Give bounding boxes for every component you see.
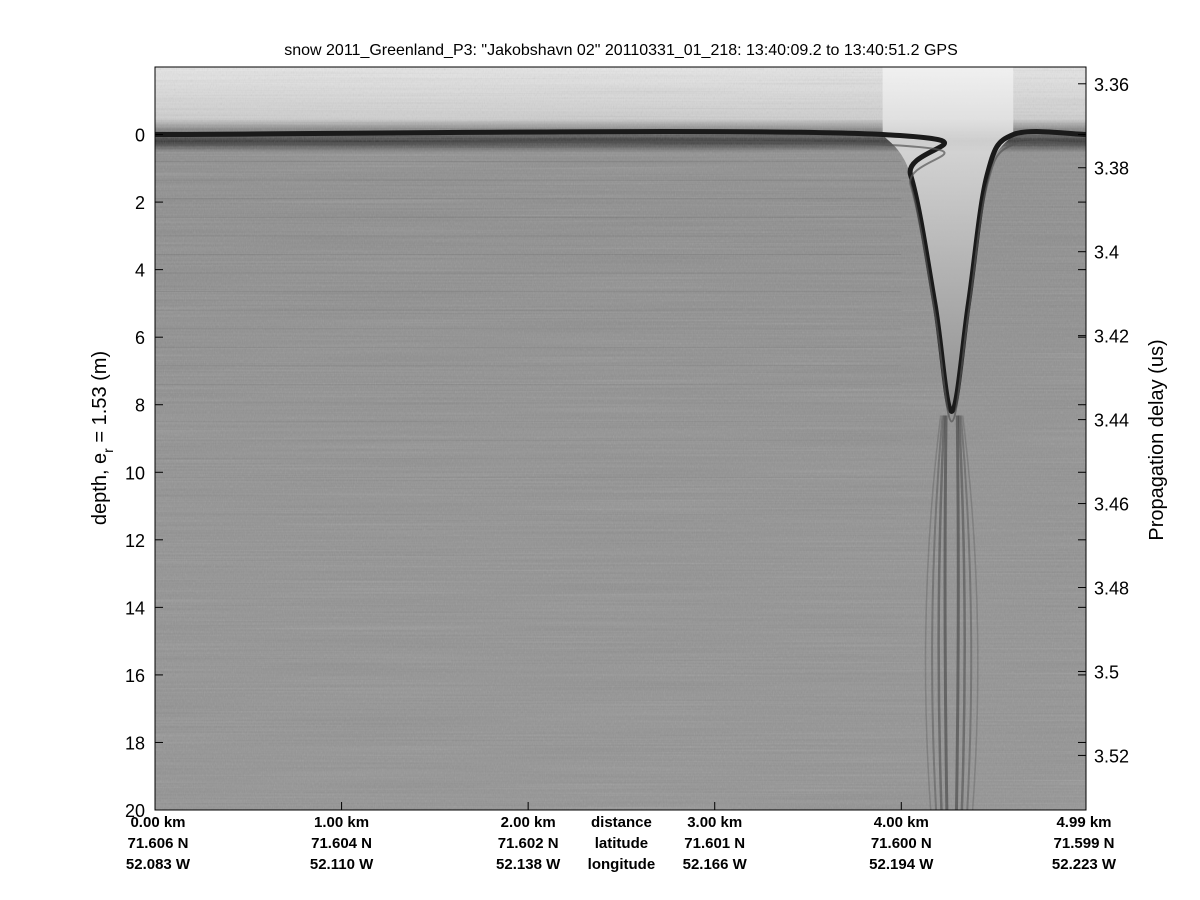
y2-tick-label: 3.4 (1094, 243, 1119, 263)
x-tick-label-longitude: 52.138 W (496, 856, 561, 873)
y2-tick-label: 3.36 (1094, 75, 1129, 95)
x-legend-longitude: longitude (588, 856, 656, 873)
x-tick-label-distance: 3.00 km (687, 814, 742, 831)
x-tick-label-latitude: 71.602 N (498, 835, 559, 852)
x-legend-distance: distance (591, 814, 652, 831)
plot-frame (154, 66, 1087, 811)
y-axis-right: 3.36 3.38 3.4 3.42 3.44 3.46 3.48 3.5 3.52 (1078, 75, 1129, 766)
x-tick-label-latitude: 71.600 N (871, 835, 932, 852)
x-tick-label-distance: 4.99 km (1056, 814, 1111, 831)
y2-tick-label: 3.46 (1094, 495, 1129, 515)
diffraction-hyperbola-right (954, 415, 960, 811)
y2-tick-label: 3.52 (1094, 746, 1129, 766)
y-tick-label: 6 (135, 328, 145, 348)
diffraction-hyperbola-left (924, 415, 942, 811)
y-axis-left: 0 2 4 6 8 10 12 14 16 18 20 (125, 126, 1086, 821)
x-tick-label-latitude: 71.599 N (1054, 835, 1115, 852)
y-tick-label: 18 (125, 733, 145, 753)
diffraction-hyperbola-left (943, 415, 949, 811)
x-tick-label-longitude: 52.083 W (126, 856, 191, 873)
diffraction-hyperbola-left (937, 415, 946, 811)
x-legend-latitude: latitude (595, 835, 648, 852)
crevasse-fill (882, 67, 1014, 412)
y2-tick-label: 3.44 (1094, 411, 1129, 431)
diffraction-hyperbola-right (957, 415, 966, 811)
surface-reflection-echo (154, 140, 1087, 423)
y2-tick-label: 3.5 (1094, 662, 1119, 682)
y-tick-label: 4 (135, 261, 145, 281)
y-tick-label: 14 (125, 598, 145, 618)
x-tick-label-distance: 1.00 km (314, 814, 369, 831)
y-axis-label-tail: = 1.53 (m) (89, 351, 111, 448)
y-tick-label: 10 (125, 463, 145, 483)
echogram-plot-area (154, 67, 1087, 811)
y-tick-label: 16 (125, 666, 145, 686)
y-tick-label: 2 (135, 193, 145, 213)
x-tick-label-distance: 2.00 km (501, 814, 556, 831)
x-tick-label-distance: 0.00 km (130, 814, 185, 831)
x-tick-label-latitude: 71.601 N (684, 835, 745, 852)
x-tick-label-distance: 4.00 km (874, 814, 929, 831)
y2-tick-label: 3.48 (1094, 579, 1129, 599)
diffraction-hyperbola-right (959, 415, 973, 811)
x-tick-label-longitude: 52.194 W (869, 856, 934, 873)
x-tick-label-latitude: 71.604 N (311, 835, 372, 852)
surface-reflection-line (154, 129, 1087, 414)
y2-tick-label: 3.42 (1094, 327, 1129, 347)
y-tick-label: 8 (135, 396, 145, 416)
x-tick-label-longitude: 52.223 W (1052, 856, 1117, 873)
chart-title: snow 2011_Greenland_P3: "Jakobshavn 02" … (284, 42, 958, 59)
diffraction-hyperbola-left (931, 415, 944, 811)
y-axis-label-subscript: r (100, 448, 116, 453)
x-tick-label-latitude: 71.606 N (128, 835, 189, 852)
y2-axis-label: Propagation delay (us) (1146, 339, 1168, 540)
x-axis: 0.00 km 71.606 N 52.083 W 1.00 km 71.604 N 52… (126, 802, 1117, 873)
y-tick-label: 20 (125, 801, 145, 821)
x-tick-label-longitude: 52.166 W (683, 856, 748, 873)
diffraction-hyperbola-right (961, 415, 979, 811)
crevasse-tail (155, 161, 979, 811)
x-tick-label-longitude: 52.110 W (310, 856, 374, 873)
y2-tick-label: 3.38 (1094, 159, 1129, 179)
y-axis-label: depth, er = 1.53 (m) (89, 351, 116, 525)
y-tick-label: 12 (125, 531, 145, 551)
y-tick-label: 0 (135, 126, 145, 146)
